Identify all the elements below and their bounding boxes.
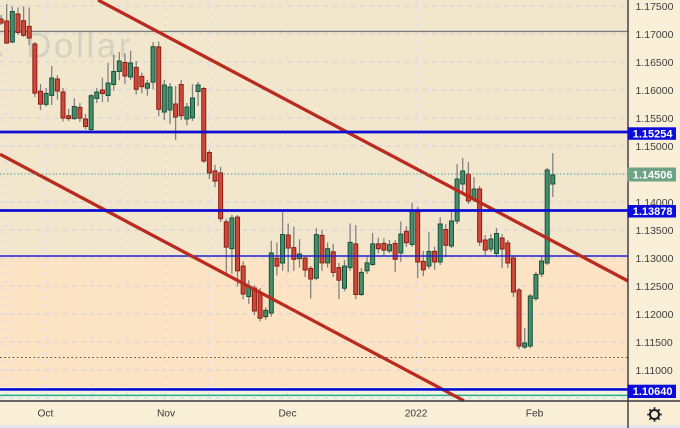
svg-text:1.15500: 1.15500 <box>636 113 674 125</box>
svg-text:1.17500: 1.17500 <box>636 1 674 13</box>
svg-text:Dollar: Dollar <box>26 27 133 66</box>
svg-text:1.12500: 1.12500 <box>636 281 674 293</box>
svg-text:1.17000: 1.17000 <box>636 29 674 41</box>
svg-text:1.10640: 1.10640 <box>633 386 673 398</box>
svg-text:1.13500: 1.13500 <box>636 225 674 237</box>
svg-text:1.13000: 1.13000 <box>636 253 674 265</box>
svg-text:1.11000: 1.11000 <box>636 365 673 377</box>
svg-text:1.14506: 1.14506 <box>633 170 673 182</box>
svg-text:2022: 2022 <box>405 409 428 420</box>
svg-text:Oct: Oct <box>37 409 53 420</box>
svg-text:1.13878: 1.13878 <box>633 206 673 218</box>
svg-text:1.11500: 1.11500 <box>636 337 673 349</box>
svg-text:Nov: Nov <box>157 409 176 420</box>
svg-text:1.12000: 1.12000 <box>636 309 674 321</box>
svg-text:Feb: Feb <box>526 409 544 420</box>
svg-text:1.15254: 1.15254 <box>633 128 674 140</box>
svg-text:Dec: Dec <box>278 409 296 420</box>
svg-text:1.16000: 1.16000 <box>636 85 674 97</box>
svg-text:1.16500: 1.16500 <box>636 57 674 69</box>
svg-text:1.15000: 1.15000 <box>636 141 674 153</box>
